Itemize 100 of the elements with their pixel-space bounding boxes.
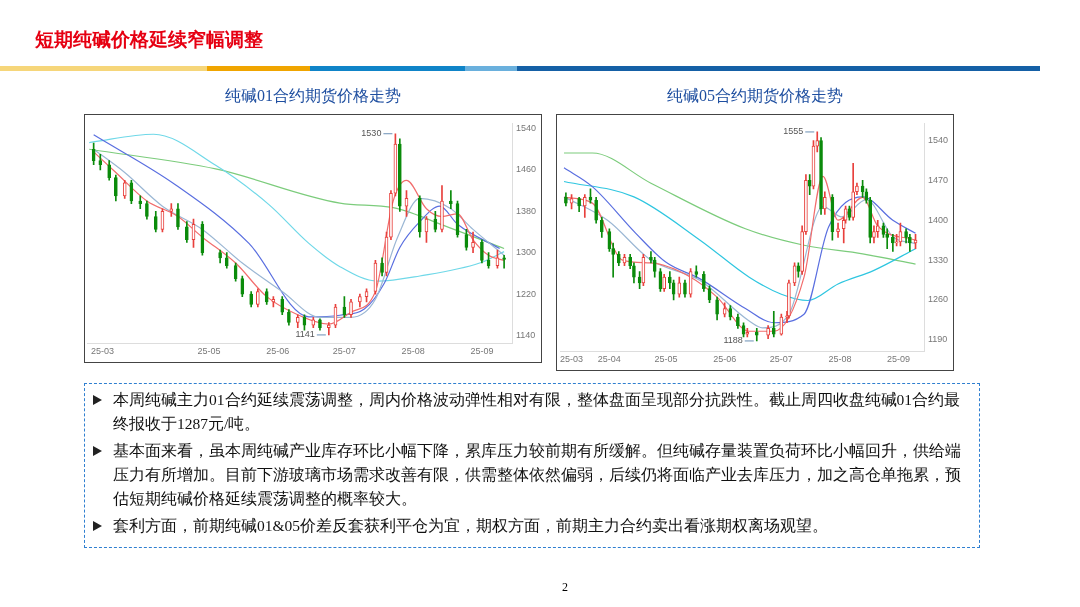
- y-tick-label: 1460: [515, 164, 537, 175]
- candlestick: [389, 190, 393, 241]
- y-tick-label: 1190: [927, 334, 948, 345]
- y-tick-label: 1380: [515, 205, 537, 216]
- y-tick-label: 1470: [927, 174, 949, 185]
- candlestick: [433, 210, 438, 233]
- candlestick: [471, 231, 475, 254]
- line-series: [563, 180, 917, 302]
- y-tick-label: 1220: [515, 288, 537, 299]
- candlestick: [176, 203, 180, 230]
- candlestick: [851, 162, 855, 221]
- candlestick: [564, 192, 568, 207]
- candlestick: [632, 262, 636, 284]
- text: 套利方面，前期纯碱01&05价差反套获利平仓为宜，期权方面，前期主力合约卖出看涨期权离场观望。: [113, 516, 829, 536]
- candlestick: [349, 298, 353, 318]
- x-tick-label: 25-08: [401, 346, 425, 357]
- candlestick: [295, 314, 300, 329]
- x-tick-label: 25-09: [887, 354, 911, 365]
- candlestick: [616, 251, 621, 267]
- candlestick: [169, 203, 174, 217]
- x-tick-label: 25-09: [470, 346, 494, 357]
- candlestick: [224, 252, 229, 269]
- candlestick: [249, 291, 254, 308]
- candlestick: [599, 217, 604, 238]
- candlestick: [185, 221, 189, 243]
- candlestick: [736, 313, 740, 329]
- y-tick-label: 1300: [515, 247, 537, 258]
- candlestick: [240, 275, 245, 297]
- text: 2: [562, 580, 568, 595]
- x-tick-label: 25-05: [197, 346, 221, 357]
- candlestick: [327, 322, 331, 336]
- candlestick: [380, 257, 384, 277]
- annotation: 1555: [783, 126, 804, 137]
- candlestick: [807, 174, 812, 195]
- candlestick: [480, 239, 484, 264]
- candlestick: [153, 210, 158, 233]
- line-series: [88, 148, 505, 250]
- x-tick-label: 25-06: [266, 346, 290, 357]
- candlestick: [280, 296, 285, 316]
- y-tick-label: 1540: [515, 123, 537, 134]
- y-tick-label: 1400: [927, 214, 949, 225]
- candlestick: [582, 194, 587, 218]
- y-tick-label: 1540: [927, 134, 949, 145]
- candlestick: [872, 225, 876, 244]
- candlestick: [885, 228, 890, 250]
- candlestick: [683, 279, 687, 298]
- y-tick-label: 1330: [927, 254, 949, 265]
- candlestick: [98, 154, 103, 171]
- annotation: 1141: [295, 329, 315, 340]
- candlestick: [318, 318, 322, 331]
- candlestick: [449, 190, 453, 210]
- candlestick: [904, 228, 908, 244]
- candlestick: [819, 137, 823, 215]
- text: 基本面来看，虽本周纯碱产业库存环比小幅下降，累库压力较前期有所缓解。但纯碱存量装置负荷环比小幅回升，供给端压力有所增加。目前下游玻璃市场需求改善有限，供需整体依然偏弱，后续仍将面临产业去库压力，加之高仓单拖累，预估短期纯碱价格延续震荡调整的概率较大。: [113, 441, 962, 509]
- candlestick: [694, 265, 699, 278]
- candlestick: [114, 174, 118, 202]
- candlestick: [800, 225, 804, 275]
- candlestick: [577, 197, 581, 212]
- candlestick: [745, 328, 750, 338]
- candlestick: [311, 317, 316, 329]
- candlestick: [822, 191, 827, 215]
- candlestick: [766, 325, 770, 339]
- x-tick-label: 25-04: [597, 354, 621, 365]
- candlestick: [702, 271, 706, 292]
- chart-title: 纯碱01合约期货价格走势: [224, 86, 402, 106]
- candlestick: [502, 254, 506, 269]
- candlestick: [894, 234, 899, 247]
- x-tick-label: 25-07: [769, 354, 793, 365]
- text: 本周纯碱主力01合约延续震荡调整，周内价格波动弹性相对有限，整体盘面呈现部分抗跌性。截止周四收盘纯碱01合约最终报收于1287元/吨。: [113, 390, 961, 434]
- candlestick: [728, 305, 733, 321]
- line-series: [563, 152, 917, 265]
- candlestick: [662, 273, 667, 292]
- candlestick: [754, 328, 759, 342]
- candlestick: [594, 197, 598, 224]
- candlestick: [358, 293, 362, 308]
- candlestick: [122, 179, 127, 199]
- candlestick: [145, 200, 149, 220]
- candlestick: [677, 276, 682, 298]
- candlestick: [218, 249, 222, 264]
- x-tick-label: 25-08: [828, 354, 852, 365]
- candlestick: [398, 138, 402, 212]
- candlestick: [836, 222, 840, 238]
- candlestick: [138, 195, 143, 210]
- candlestick: [287, 309, 291, 326]
- candlestick: [715, 296, 719, 321]
- annotation: 1530: [361, 128, 382, 139]
- candlestick: [264, 288, 269, 305]
- chart-title: 纯碱05合约期货价格走势: [666, 86, 844, 106]
- x-tick-label: 25-03: [91, 346, 115, 357]
- candlestick: [804, 174, 808, 235]
- x-tick-label: 25-07: [332, 346, 356, 357]
- candlestick: [628, 254, 632, 269]
- annotation: 1188: [723, 335, 743, 346]
- candlestick: [417, 195, 422, 238]
- x-tick-label: 25-03: [560, 354, 584, 365]
- y-tick-label: 1260: [927, 294, 949, 305]
- y-tick-label: 1140: [515, 329, 536, 340]
- candlestick: [107, 160, 112, 181]
- candlestick: [440, 185, 444, 233]
- x-tick-label: 25-05: [654, 354, 678, 365]
